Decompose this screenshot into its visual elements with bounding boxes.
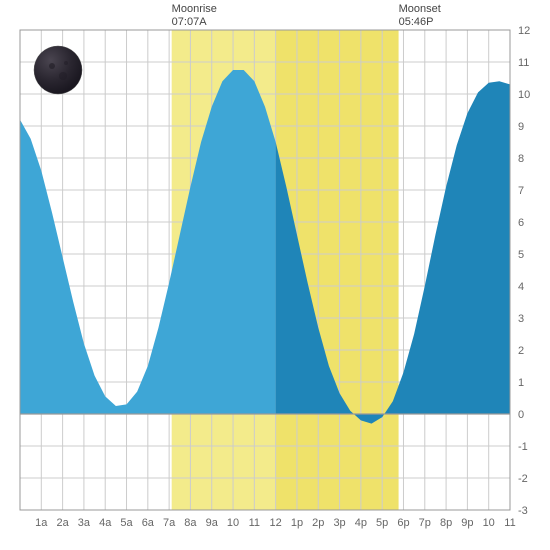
y-tick-label: 8: [518, 153, 524, 165]
y-tick-label: 6: [518, 217, 524, 229]
x-tick-label: 6p: [397, 517, 409, 529]
x-tick-label: 9a: [206, 517, 219, 529]
x-tick-label: 10: [227, 517, 239, 529]
x-tick-label: 4a: [99, 517, 112, 529]
moonset-label: Moonset: [399, 3, 441, 15]
moonset-time: 05:46P: [399, 16, 434, 28]
tide-chart: -3-2-101234567891011121a2a3a4a5a6a7a8a9a…: [0, 0, 550, 550]
x-tick-label: 8p: [440, 517, 452, 529]
x-tick-label: 11: [249, 517, 260, 529]
x-tick-label: 6a: [142, 517, 155, 529]
y-tick-label: -1: [518, 441, 528, 453]
y-tick-label: 5: [518, 249, 524, 261]
x-tick-label: 11: [504, 517, 515, 529]
y-tick-label: 7: [518, 185, 524, 197]
y-tick-label: 12: [518, 25, 530, 37]
y-tick-label: 3: [518, 313, 524, 325]
moonrise-time: 07:07A: [172, 16, 208, 28]
y-tick-label: 1: [518, 377, 524, 389]
x-tick-label: 2a: [56, 517, 69, 529]
y-tick-label: 2: [518, 345, 524, 357]
x-tick-label: 9p: [461, 517, 473, 529]
x-tick-label: 4p: [355, 517, 367, 529]
x-tick-label: 1a: [35, 517, 48, 529]
moon-phase-icon: [34, 46, 82, 94]
x-tick-label: 5a: [120, 517, 133, 529]
y-tick-label: 4: [518, 281, 524, 293]
x-tick-label: 7p: [419, 517, 431, 529]
moonrise-label: Moonrise: [172, 3, 217, 15]
x-tick-label: 10: [483, 517, 495, 529]
x-tick-label: 3p: [333, 517, 345, 529]
y-tick-label: -2: [518, 473, 528, 485]
y-tick-label: 11: [518, 57, 529, 69]
y-tick-label: -3: [518, 505, 528, 517]
x-tick-label: 2p: [312, 517, 324, 529]
y-tick-label: 10: [518, 89, 530, 101]
x-tick-label: 8a: [184, 517, 197, 529]
x-tick-label: 7a: [163, 517, 176, 529]
x-tick-label: 5p: [376, 517, 388, 529]
x-tick-label: 1p: [291, 517, 303, 529]
x-tick-label: 3a: [78, 517, 91, 529]
y-tick-label: 9: [518, 121, 524, 133]
y-tick-label: 0: [518, 409, 524, 421]
x-tick-label: 12: [270, 517, 282, 529]
